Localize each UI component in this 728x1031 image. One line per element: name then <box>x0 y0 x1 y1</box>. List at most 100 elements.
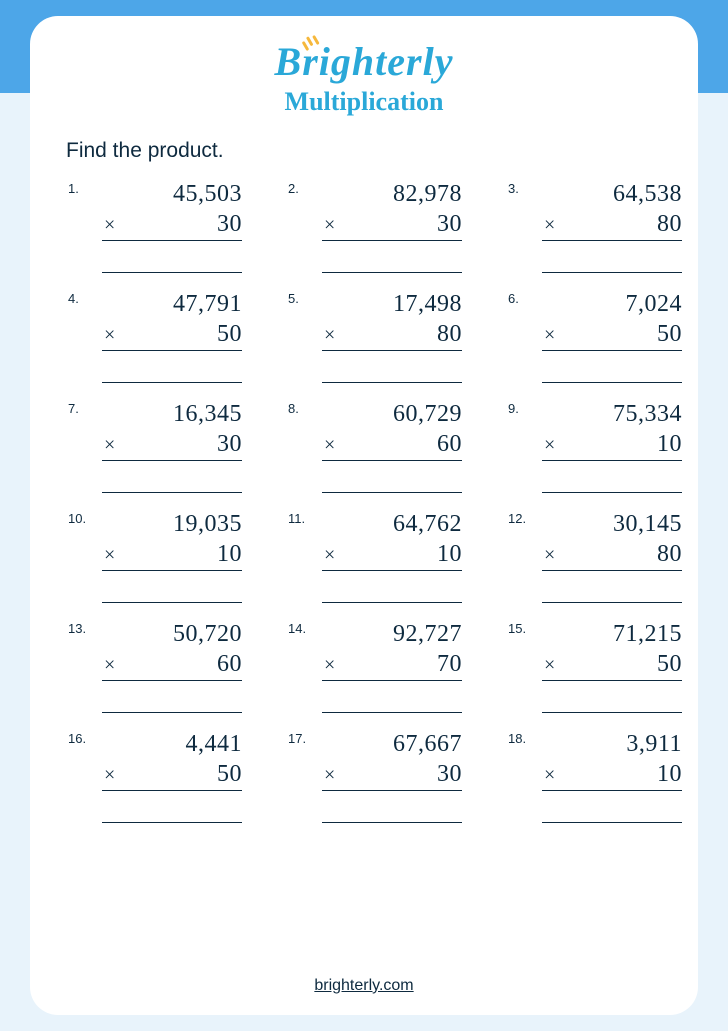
problem-number: 15. <box>508 621 526 636</box>
times-icon: × <box>324 763 336 788</box>
multiplicand: 75,334 <box>542 399 682 429</box>
problem: 15.71,215×50 <box>512 617 682 713</box>
problem-numbers: 82,978×30 <box>322 179 462 241</box>
answer-line <box>542 581 682 603</box>
answer-line <box>102 471 242 493</box>
multiplicand: 64,538 <box>542 179 682 209</box>
problem-number: 5. <box>288 291 299 306</box>
multiplier-row: ×50 <box>542 319 682 351</box>
times-icon: × <box>324 433 336 458</box>
multiplicand: 67,667 <box>322 729 462 759</box>
problem: 16.4,441×50 <box>72 727 242 823</box>
problem-number: 17. <box>288 731 306 746</box>
problem: 9.75,334×10 <box>512 397 682 493</box>
problem-numbers: 50,720×60 <box>102 619 242 681</box>
multiplicand: 82,978 <box>322 179 462 209</box>
times-icon: × <box>544 653 556 678</box>
times-icon: × <box>104 763 116 788</box>
times-icon: × <box>104 543 116 568</box>
multiplier: 80 <box>437 321 462 347</box>
times-icon: × <box>544 213 556 238</box>
times-icon: × <box>104 323 116 348</box>
multiplier: 50 <box>217 321 242 347</box>
problem: 6.7,024×50 <box>512 287 682 383</box>
times-icon: × <box>104 653 116 678</box>
answer-line <box>322 801 462 823</box>
worksheet-subtitle: Multiplication <box>66 87 662 117</box>
problem-number: 1. <box>68 181 79 196</box>
problem: 11.64,762×10 <box>292 507 462 603</box>
answer-line <box>102 801 242 823</box>
problem: 7.16,345×30 <box>72 397 242 493</box>
multiplier: 10 <box>437 541 462 567</box>
problem-number: 9. <box>508 401 519 416</box>
problems-grid: 1.45,503×302.82,978×303.64,538×804.47,79… <box>66 177 662 823</box>
problem: 12.30,145×80 <box>512 507 682 603</box>
multiplier: 30 <box>217 211 242 237</box>
problem-numbers: 60,729×60 <box>322 399 462 461</box>
problem-numbers: 75,334 × 10 <box>542 399 682 461</box>
multiplier-row: ×80 <box>322 319 462 351</box>
multiplier: 30 <box>217 431 242 457</box>
multiplier-row: × 70 <box>322 649 462 681</box>
times-icon: × <box>324 653 336 678</box>
times-icon: × <box>104 213 116 238</box>
multiplier-row: × 30 <box>322 759 462 791</box>
footer-link[interactable]: brighterly.com <box>30 977 698 995</box>
brand-logo: Brighterly <box>275 38 454 85</box>
multiplicand: 3,911 <box>542 729 682 759</box>
problem-number: 16. <box>68 731 86 746</box>
multiplier-row: × 50 <box>102 759 242 791</box>
multiplier-row: × 10 <box>102 539 242 571</box>
multiplicand: 71,215 <box>542 619 682 649</box>
multiplier: 10 <box>657 431 682 457</box>
problem-number: 4. <box>68 291 79 306</box>
answer-line <box>322 691 462 713</box>
multiplier: 10 <box>657 761 682 787</box>
problem: 3.64,538×80 <box>512 177 682 273</box>
multiplier-row: × 50 <box>102 319 242 351</box>
multiplier-row: × 30 <box>102 209 242 241</box>
problem-numbers: 7,024×50 <box>542 289 682 351</box>
multiplicand: 50,720 <box>102 619 242 649</box>
answer-line <box>322 471 462 493</box>
worksheet-card: Brighterly Multiplication Find the produ… <box>30 16 698 1015</box>
problem-number: 10. <box>68 511 86 526</box>
problem-number: 13. <box>68 621 86 636</box>
multiplier: 50 <box>657 651 682 677</box>
multiplier: 60 <box>437 431 462 457</box>
times-icon: × <box>544 433 556 458</box>
multiplier: 30 <box>437 211 462 237</box>
multiplier: 50 <box>217 761 242 787</box>
problem: 14.92,727×70 <box>292 617 462 713</box>
answer-line <box>102 361 242 383</box>
multiplicand: 47,791 <box>102 289 242 319</box>
problem: 1.45,503×30 <box>72 177 242 273</box>
problem-number: 18. <box>508 731 526 746</box>
multiplier-row: ×30 <box>322 209 462 241</box>
problem-numbers: 4,441×50 <box>102 729 242 791</box>
multiplicand: 17,498 <box>322 289 462 319</box>
multiplicand: 45,503 <box>102 179 242 209</box>
answer-line <box>102 251 242 273</box>
answer-line <box>322 581 462 603</box>
answer-line <box>542 251 682 273</box>
multiplier-row: × 50 <box>542 649 682 681</box>
multiplier: 10 <box>217 541 242 567</box>
answer-line <box>542 801 682 823</box>
answer-line <box>542 361 682 383</box>
multiplier-row: ×10 <box>322 539 462 571</box>
multiplier-row: ×10 <box>542 759 682 791</box>
answer-line <box>542 471 682 493</box>
problem-numbers: 64,762×10 <box>322 509 462 571</box>
problem-numbers: 30,145×80 <box>542 509 682 571</box>
problem-number: 6. <box>508 291 519 306</box>
problem: 18.3,911×10 <box>512 727 682 823</box>
problem-number: 2. <box>288 181 299 196</box>
multiplier-row: ×80 <box>542 539 682 571</box>
times-icon: × <box>104 433 116 458</box>
problem-number: 14. <box>288 621 306 636</box>
multiplier: 30 <box>437 761 462 787</box>
logo-wrap: Brighterly <box>66 38 662 85</box>
multiplier: 70 <box>437 651 462 677</box>
